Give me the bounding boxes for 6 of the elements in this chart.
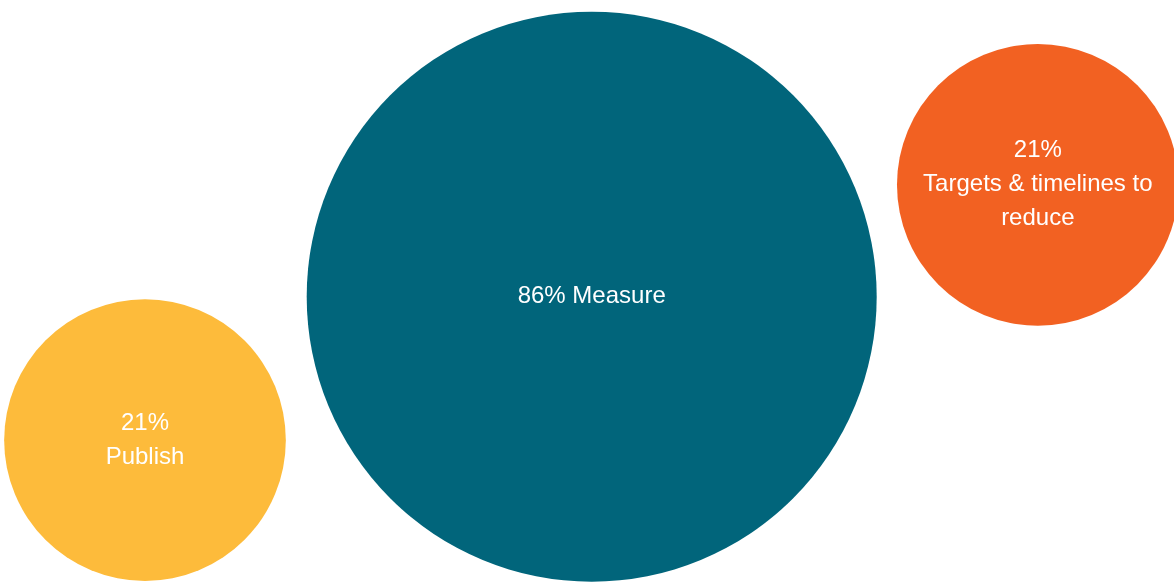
category-label: Targets & timelines to reduce <box>923 169 1153 231</box>
data-label: 86% <box>517 281 566 309</box>
data-label: 21% <box>120 407 170 435</box>
category-label: Measure <box>572 281 666 309</box>
category-label: Publish <box>105 441 185 469</box>
data-label: 21% <box>1013 135 1062 163</box>
